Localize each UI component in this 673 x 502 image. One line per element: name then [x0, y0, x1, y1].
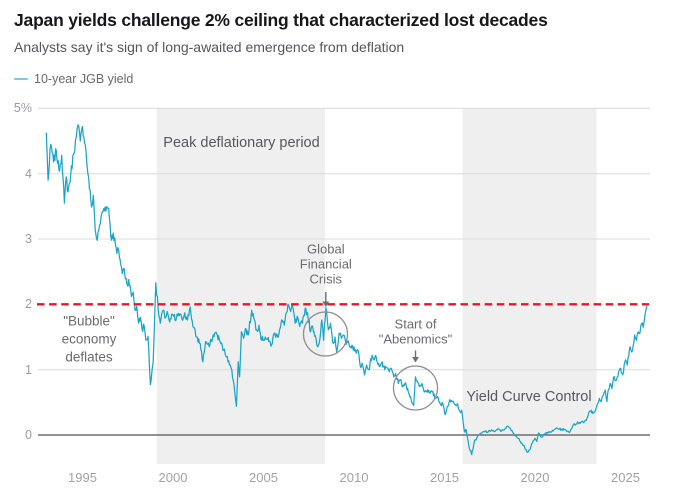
chart-legend: 10-year JGB yield: [14, 72, 133, 86]
annotation-highlight-circle: [392, 365, 439, 411]
x-axis-tick-label: 2020: [520, 470, 550, 485]
y-axis-tick-label: 3: [25, 232, 32, 246]
shaded-region: [156, 108, 325, 464]
annotation-text-gfc: Crisis: [309, 271, 343, 287]
annotation-highlight-circle: [302, 311, 349, 357]
legend-label: 10-year JGB yield: [34, 72, 134, 86]
y-axis-tick-label: 1: [25, 362, 32, 377]
x-axis-tick-label: 2005: [249, 470, 278, 485]
x-axis-tick-label: 2000: [158, 470, 188, 485]
annotation-arrowhead-icon: [322, 301, 330, 307]
x-axis-tick-label: 2015: [430, 470, 459, 485]
x-axis-tick-label: 2010: [339, 470, 369, 485]
annotation-text-bubble: economy: [61, 331, 117, 347]
legend-line-swatch-icon: [14, 77, 28, 81]
chart-header: Japan yields challenge 2% ceiling that c…: [14, 10, 659, 55]
annotation-text-bubble: "Bubble": [63, 313, 115, 329]
x-axis-tick-label: 2025: [611, 470, 640, 485]
annotation-text-gfc: Financial: [299, 256, 352, 272]
y-axis-tick-label: 2: [25, 297, 32, 312]
annotation-text-gfc: Global: [307, 241, 345, 257]
annotation-text-abenomics: "Abenomics": [378, 331, 453, 347]
shaded-region-label: Peak deflationary period: [163, 135, 320, 151]
annotation-arrowhead-icon: [412, 357, 419, 363]
annotation-text-abenomics: Start of: [394, 316, 437, 331]
jgb-yield-series-line: [45, 124, 648, 456]
annotation-text-bubble: deflates: [65, 349, 113, 365]
shaded-region: [462, 108, 597, 464]
y-axis-tick-label: 5%: [13, 101, 32, 116]
y-axis-tick-label: 0: [25, 428, 32, 442]
shaded-region-label: Yield Curve Control: [466, 389, 592, 405]
chart-subtitle: Analysts say it's sign of long-awaited e…: [14, 38, 405, 55]
x-axis-tick-label: 1995: [68, 470, 97, 485]
chart-title: Japan yields challenge 2% ceiling that c…: [14, 10, 548, 30]
y-axis-tick-label: 4: [25, 166, 32, 181]
